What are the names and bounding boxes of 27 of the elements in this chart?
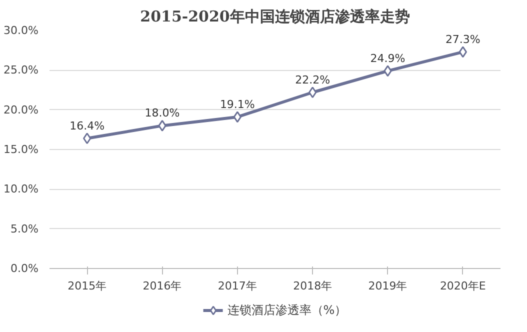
data-label: 18.0%	[144, 106, 180, 120]
point	[158, 120, 166, 132]
point	[458, 46, 467, 58]
x-tick-label: 2017年	[218, 280, 257, 292]
chart-title: 2015-2020年中国连锁酒店渗透率走势	[140, 8, 410, 26]
y-tick-label: 30.0%	[4, 24, 39, 37]
data-label: 16.4%	[70, 119, 105, 132]
x-tick-label: 2016年	[142, 280, 182, 292]
y-tick-label: 0.0%	[10, 262, 39, 275]
y-tick-label: 15.0%	[4, 143, 39, 156]
data-label: 22.2%	[295, 73, 330, 86]
x-tick-label: 2018年	[293, 280, 332, 292]
point	[384, 65, 392, 77]
y-tick-label: 5.0%	[10, 222, 39, 236]
data-label: 24.9%	[370, 52, 406, 65]
point	[308, 86, 317, 98]
legend-label: 连锁酒店渗透率（%）	[227, 302, 347, 318]
y-tick-label: 20.0%	[4, 103, 39, 116]
y-tick-label: 25.0%	[4, 64, 39, 77]
point	[233, 111, 242, 123]
x-tick-label: 2019年	[368, 280, 408, 292]
x-tick-label: 2020年E	[440, 280, 486, 292]
point	[83, 132, 92, 144]
data-label: 27.3%	[445, 32, 480, 46]
x-tick-label: 2015年	[68, 280, 107, 292]
data-label: 19.1%	[220, 98, 255, 111]
y-tick-label: 10.0%	[4, 182, 39, 196]
